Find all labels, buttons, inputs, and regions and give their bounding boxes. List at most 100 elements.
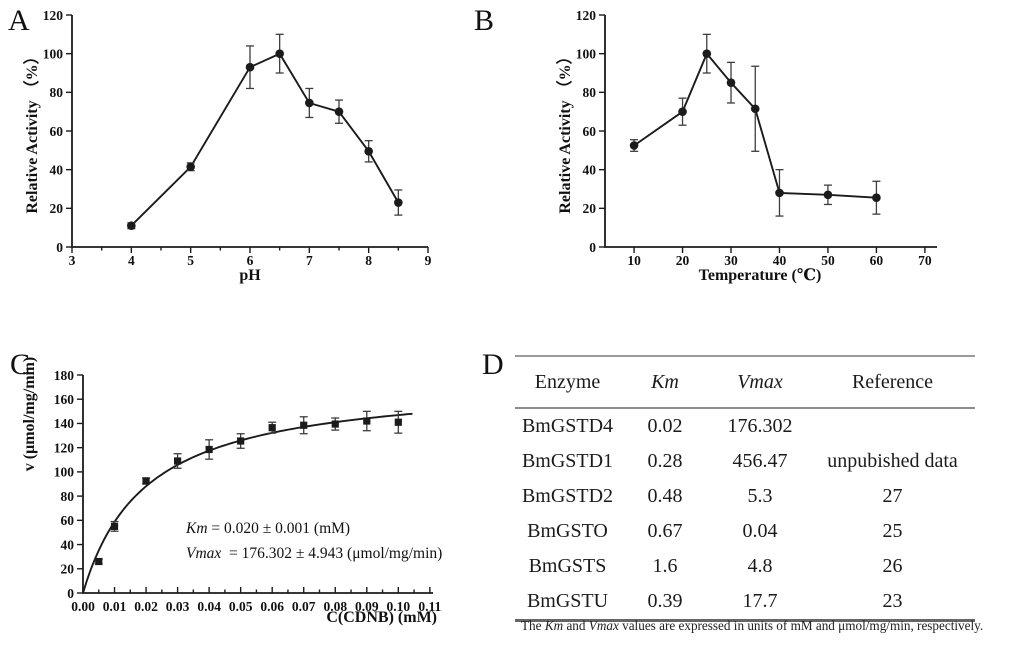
data-point-square (300, 421, 308, 429)
axis-tick-labels: 3 4 5 6 7 8 9 0 20 40 60 80 100 120 pH Relative Activit… (23, 8, 432, 284)
svg-text:4: 4 (128, 253, 135, 268)
table-row: BmGSTD1 0.28 456.47 unpubished data (515, 444, 975, 479)
table-cell: 25 (882, 520, 903, 542)
svg-text:80: 80 (583, 85, 597, 100)
svg-text:20: 20 (676, 253, 690, 268)
table-cell: unpubished data (827, 450, 958, 472)
svg-text:20: 20 (583, 201, 597, 216)
svg-text:60: 60 (870, 253, 884, 268)
svg-text:40: 40 (61, 537, 75, 552)
data-point-circle (127, 221, 136, 231)
svg-text:7: 7 (306, 253, 313, 268)
panel-a-label: A (8, 4, 30, 37)
svg-text:80: 80 (50, 85, 64, 100)
table-header-reference: Reference (851, 370, 934, 393)
table-cell: 23 (882, 590, 903, 612)
footnote-text: and (563, 618, 589, 633)
data-line (130, 52, 400, 227)
svg-text:0.09: 0.09 (355, 599, 379, 614)
data-point-circle (186, 162, 195, 172)
svg-text:0.07: 0.07 (292, 599, 316, 614)
footnote-text: The (521, 618, 545, 633)
svg-text:120: 120 (54, 440, 75, 455)
data-point-circle (702, 49, 712, 58)
table-cell: BmGSTD2 (521, 485, 614, 507)
error-bars (127, 33, 403, 230)
data-point-circle (872, 193, 881, 202)
data-point-circle (678, 107, 687, 116)
svg-text:6: 6 (247, 253, 254, 268)
table-row: BmGSTO 0.67 0.04 25 (515, 514, 975, 549)
x-axis-label: pH (239, 267, 261, 284)
svg-text:40: 40 (50, 162, 64, 177)
svg-text:60: 60 (583, 124, 597, 139)
data-point-square (173, 457, 182, 465)
table-cell: BmGSTU (526, 590, 609, 612)
svg-text:160: 160 (54, 392, 75, 407)
fit-curve (82, 412, 413, 594)
svg-text:20: 20 (61, 562, 75, 577)
table-cell: 176.302 (727, 415, 793, 437)
table-header-row: Enzyme Km Vmax Reference (515, 357, 975, 409)
table-cell: 26 (882, 555, 903, 577)
axis-tick-labels: 0.00 0.01 0.02 0.03 0.04 0.05 0.06 0.07 0.08 0.09… (21, 357, 442, 626)
table-cell: 0.39 (647, 590, 683, 612)
data-point-square (110, 522, 119, 530)
error-bars (94, 410, 403, 565)
table-cell: 17.7 (742, 590, 778, 612)
table-cell: BmGSTD1 (521, 450, 614, 472)
svg-text:0.03: 0.03 (166, 599, 190, 614)
svg-text:0.11: 0.11 (418, 599, 441, 614)
data-point-circle (334, 107, 344, 116)
data-point-square (331, 420, 339, 428)
axis-tick-labels: 10 20 30 40 50 60 70 0 20 40 60 80 100 120 Temperature… (556, 8, 932, 284)
panel-c-chart: 0.00 0.01 0.02 0.03 0.04 0.05 0.06 0.07 0.08 0.09… (21, 357, 442, 626)
svg-text:0.05: 0.05 (229, 599, 253, 614)
table-cell: 0.02 (647, 415, 683, 437)
x-axis-label: C(CDNB) (mM) (326, 609, 437, 626)
data-point-square (363, 417, 371, 425)
vmax-annotation: Vmax = 176.302 ± 4.943 (μmol/mg/min) (186, 545, 442, 562)
svg-text:0.00: 0.00 (71, 599, 95, 614)
svg-text:0: 0 (589, 240, 596, 255)
data-points (127, 49, 403, 231)
km-annotation: Km = 0.020 ± 0.001 (mM) (185, 520, 350, 537)
data-line (633, 51, 877, 199)
table-header-km: Km (651, 370, 679, 393)
data-point-circle (305, 98, 314, 108)
svg-text:120: 120 (43, 8, 64, 23)
svg-text:60: 60 (50, 124, 64, 139)
svg-text:0: 0 (56, 240, 63, 255)
svg-text:0.10: 0.10 (387, 599, 411, 614)
table-row: BmGSTS 1.6 4.8 26 (515, 549, 975, 584)
data-points (95, 417, 402, 566)
panel-b-chart: 10 20 30 40 50 60 70 0 20 40 60 80 100 120 Temperature… (556, 8, 937, 284)
table-cell: BmGSTO (527, 520, 608, 542)
axis-ticks (66, 14, 429, 253)
svg-text:60: 60 (61, 513, 75, 528)
table-cell: 4.8 (747, 555, 773, 577)
table-cell: 456.47 (732, 450, 788, 472)
svg-text:50: 50 (821, 253, 835, 268)
footnote-text: values are expressed in units of mM and … (618, 618, 984, 633)
svg-text:80: 80 (61, 489, 75, 504)
svg-text:100: 100 (54, 465, 75, 480)
y-axis-label: Relative Activity （%） (556, 48, 574, 213)
table-cell: BmGSTD4 (521, 415, 614, 437)
svg-text:0.01: 0.01 (103, 599, 127, 614)
panel-c-label: C (10, 348, 31, 381)
table-row: BmGSTD4 0.02 176.302 (515, 409, 975, 444)
svg-text:0: 0 (67, 586, 74, 601)
svg-text:140: 140 (54, 416, 75, 431)
data-point-square (95, 557, 103, 566)
error-bars (630, 33, 881, 217)
svg-text:20: 20 (50, 201, 64, 216)
data-point-circle (364, 147, 373, 156)
data-point-square (205, 445, 213, 454)
table-cell: 0.28 (647, 450, 683, 472)
kinetics-table: Enzyme Km Vmax Reference BmGSTD4 0.02 176.… (515, 355, 975, 622)
table-header-vmax: Vmax (737, 370, 783, 393)
table-footnote: The Km and Vmax values are expressed in … (521, 618, 983, 634)
svg-text:3: 3 (69, 253, 76, 268)
